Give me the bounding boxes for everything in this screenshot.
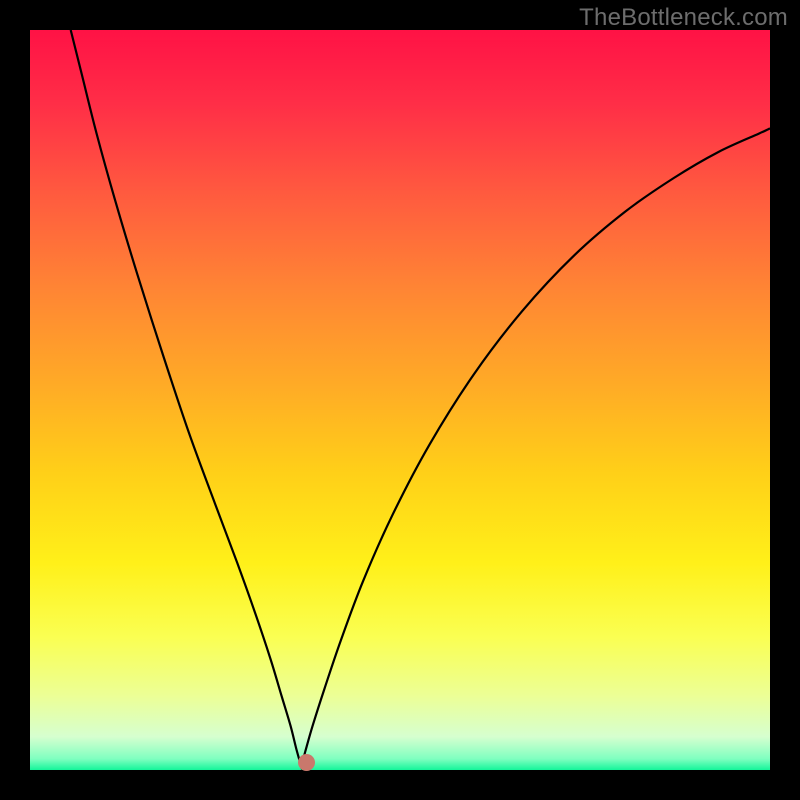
frame-border-bottom [0,770,800,800]
frame-border-left [0,0,30,800]
frame-border-right [770,0,800,800]
watermark-text: TheBottleneck.com [579,4,788,32]
bottleneck-curve [30,30,770,770]
optimum-marker [298,754,315,771]
